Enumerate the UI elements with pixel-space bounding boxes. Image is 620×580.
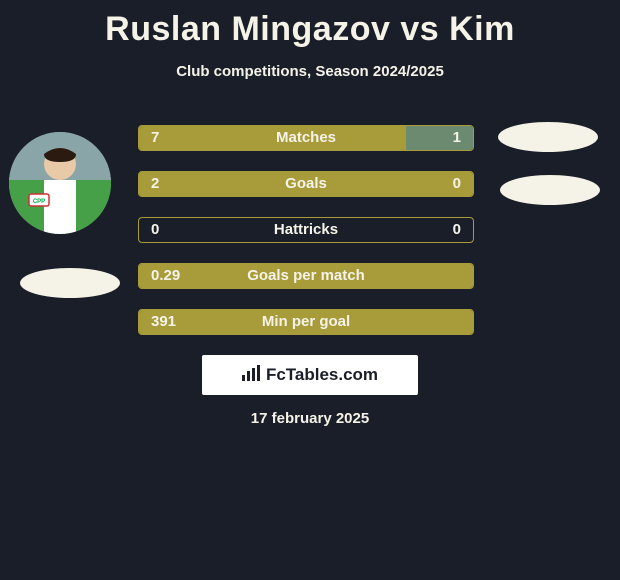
- date-label: 17 february 2025: [0, 410, 620, 427]
- player1-placeholder-ellipse: [20, 268, 120, 298]
- bar-value-right: 1: [453, 126, 461, 150]
- chart-icon: [242, 365, 262, 386]
- bar-value-left: 2: [151, 172, 159, 196]
- bar-value-left: 391: [151, 310, 176, 334]
- bar-label: Min per goal: [139, 310, 473, 334]
- bar-value-right: 0: [453, 172, 461, 196]
- player2-placeholder-ellipse-1: [498, 122, 598, 152]
- bar-value-left: 7: [151, 126, 159, 150]
- player2-placeholder-ellipse-2: [500, 175, 600, 205]
- player1-avatar: CPP: [9, 132, 111, 234]
- stat-bar-row: Min per goal391: [138, 309, 474, 335]
- bar-label: Goals per match: [139, 264, 473, 288]
- bar-label: Matches: [139, 126, 473, 150]
- logo-text: FcTables.com: [266, 365, 378, 385]
- bar-label: Goals: [139, 172, 473, 196]
- bar-value-left: 0: [151, 218, 159, 242]
- stat-bar-row: Goals per match0.29: [138, 263, 474, 289]
- bar-value-right: 0: [453, 218, 461, 242]
- bar-label: Hattricks: [139, 218, 473, 242]
- stat-bar-row: Matches7 1: [138, 125, 474, 151]
- fctables-logo: FcTables.com: [202, 355, 418, 395]
- bar-value-left: 0.29: [151, 264, 180, 288]
- subtitle: Club competitions, Season 2024/2025: [0, 63, 620, 80]
- stats-bars: Matches71Goals20Hattricks00Goals per mat…: [138, 125, 474, 355]
- stat-bar-row: Goals2 0: [138, 171, 474, 197]
- svg-text:CPP: CPP: [33, 199, 45, 205]
- stat-bar-row: Hattricks0 0: [138, 217, 474, 243]
- page-title: Ruslan Mingazov vs Kim: [0, 0, 620, 49]
